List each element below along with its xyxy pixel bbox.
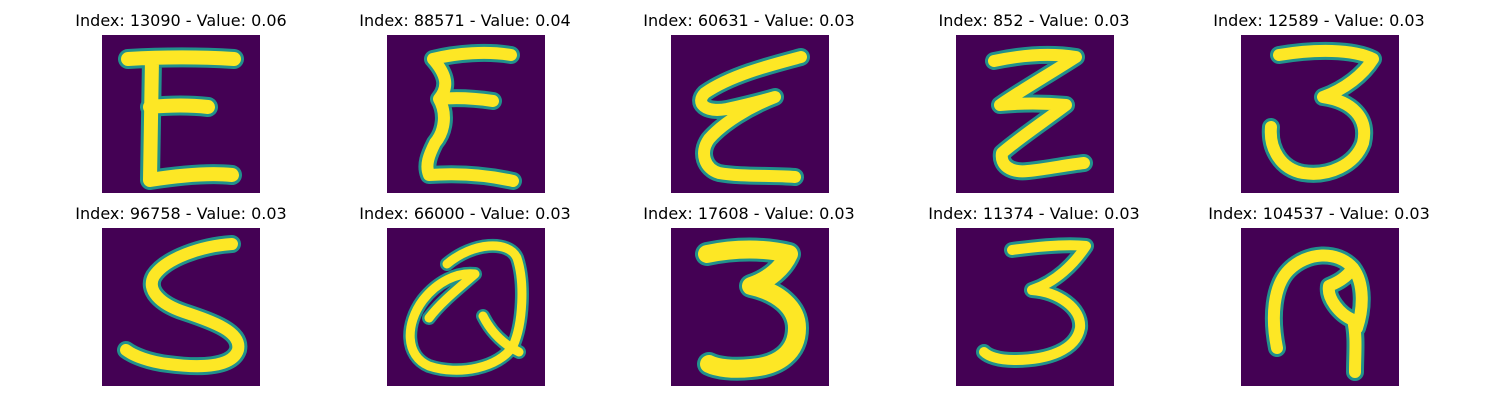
grid-panel: Index: 60631 - Value: 0.03 [599,0,899,193]
digit-image [1241,35,1399,193]
panel-title: Index: 88571 - Value: 0.04 [359,11,571,30]
zigzag-shape-icon [985,45,1093,181]
q-shape-icon [403,239,529,378]
digit-image [102,35,260,193]
digit-image [671,35,829,193]
panel-title: Index: 13090 - Value: 0.06 [75,11,287,30]
grid-panel: Index: 852 - Value: 0.03 [884,0,1184,193]
grid-panel: Index: 17608 - Value: 0.03 [599,193,899,386]
digit-image [387,35,545,193]
grid-panel: Index: 96758 - Value: 0.03 [31,193,331,386]
E-shape-icon [118,47,244,190]
panel-title: Index: 66000 - Value: 0.03 [359,204,571,223]
grid-panel: Index: 104537 - Value: 0.03 [1169,193,1469,386]
digit-image [1241,228,1399,386]
thin-three-shape-icon [976,237,1094,368]
digit-image [956,35,1114,193]
loop-shape-icon [1264,246,1371,381]
grid-panel: Index: 88571 - Value: 0.04 [315,0,615,193]
three-shape-icon [1261,41,1382,183]
digit-image [102,228,260,386]
panel-title: Index: 852 - Value: 0.03 [938,11,1130,30]
sigma-shape-icon [418,43,522,190]
bold-three-shape-icon [695,237,809,381]
panel-title: Index: 60631 - Value: 0.03 [643,11,855,30]
panel-title: Index: 96758 - Value: 0.03 [75,204,287,223]
panel-title: Index: 12589 - Value: 0.03 [1213,11,1425,30]
grid-panel: Index: 11374 - Value: 0.03 [884,193,1184,386]
cursive-e-shape-icon [692,48,810,186]
digit-image [671,228,829,386]
digit-image [956,228,1114,386]
grid-panel: Index: 66000 - Value: 0.03 [315,193,615,386]
panel-title: Index: 11374 - Value: 0.03 [928,204,1140,223]
grid-panel: Index: 13090 - Value: 0.06 [31,0,331,193]
grid-panel: Index: 12589 - Value: 0.03 [1169,0,1469,193]
s-shape-icon [117,235,248,376]
digit-image [387,228,545,386]
panel-title: Index: 104537 - Value: 0.03 [1208,204,1430,223]
panel-title: Index: 17608 - Value: 0.03 [643,204,855,223]
